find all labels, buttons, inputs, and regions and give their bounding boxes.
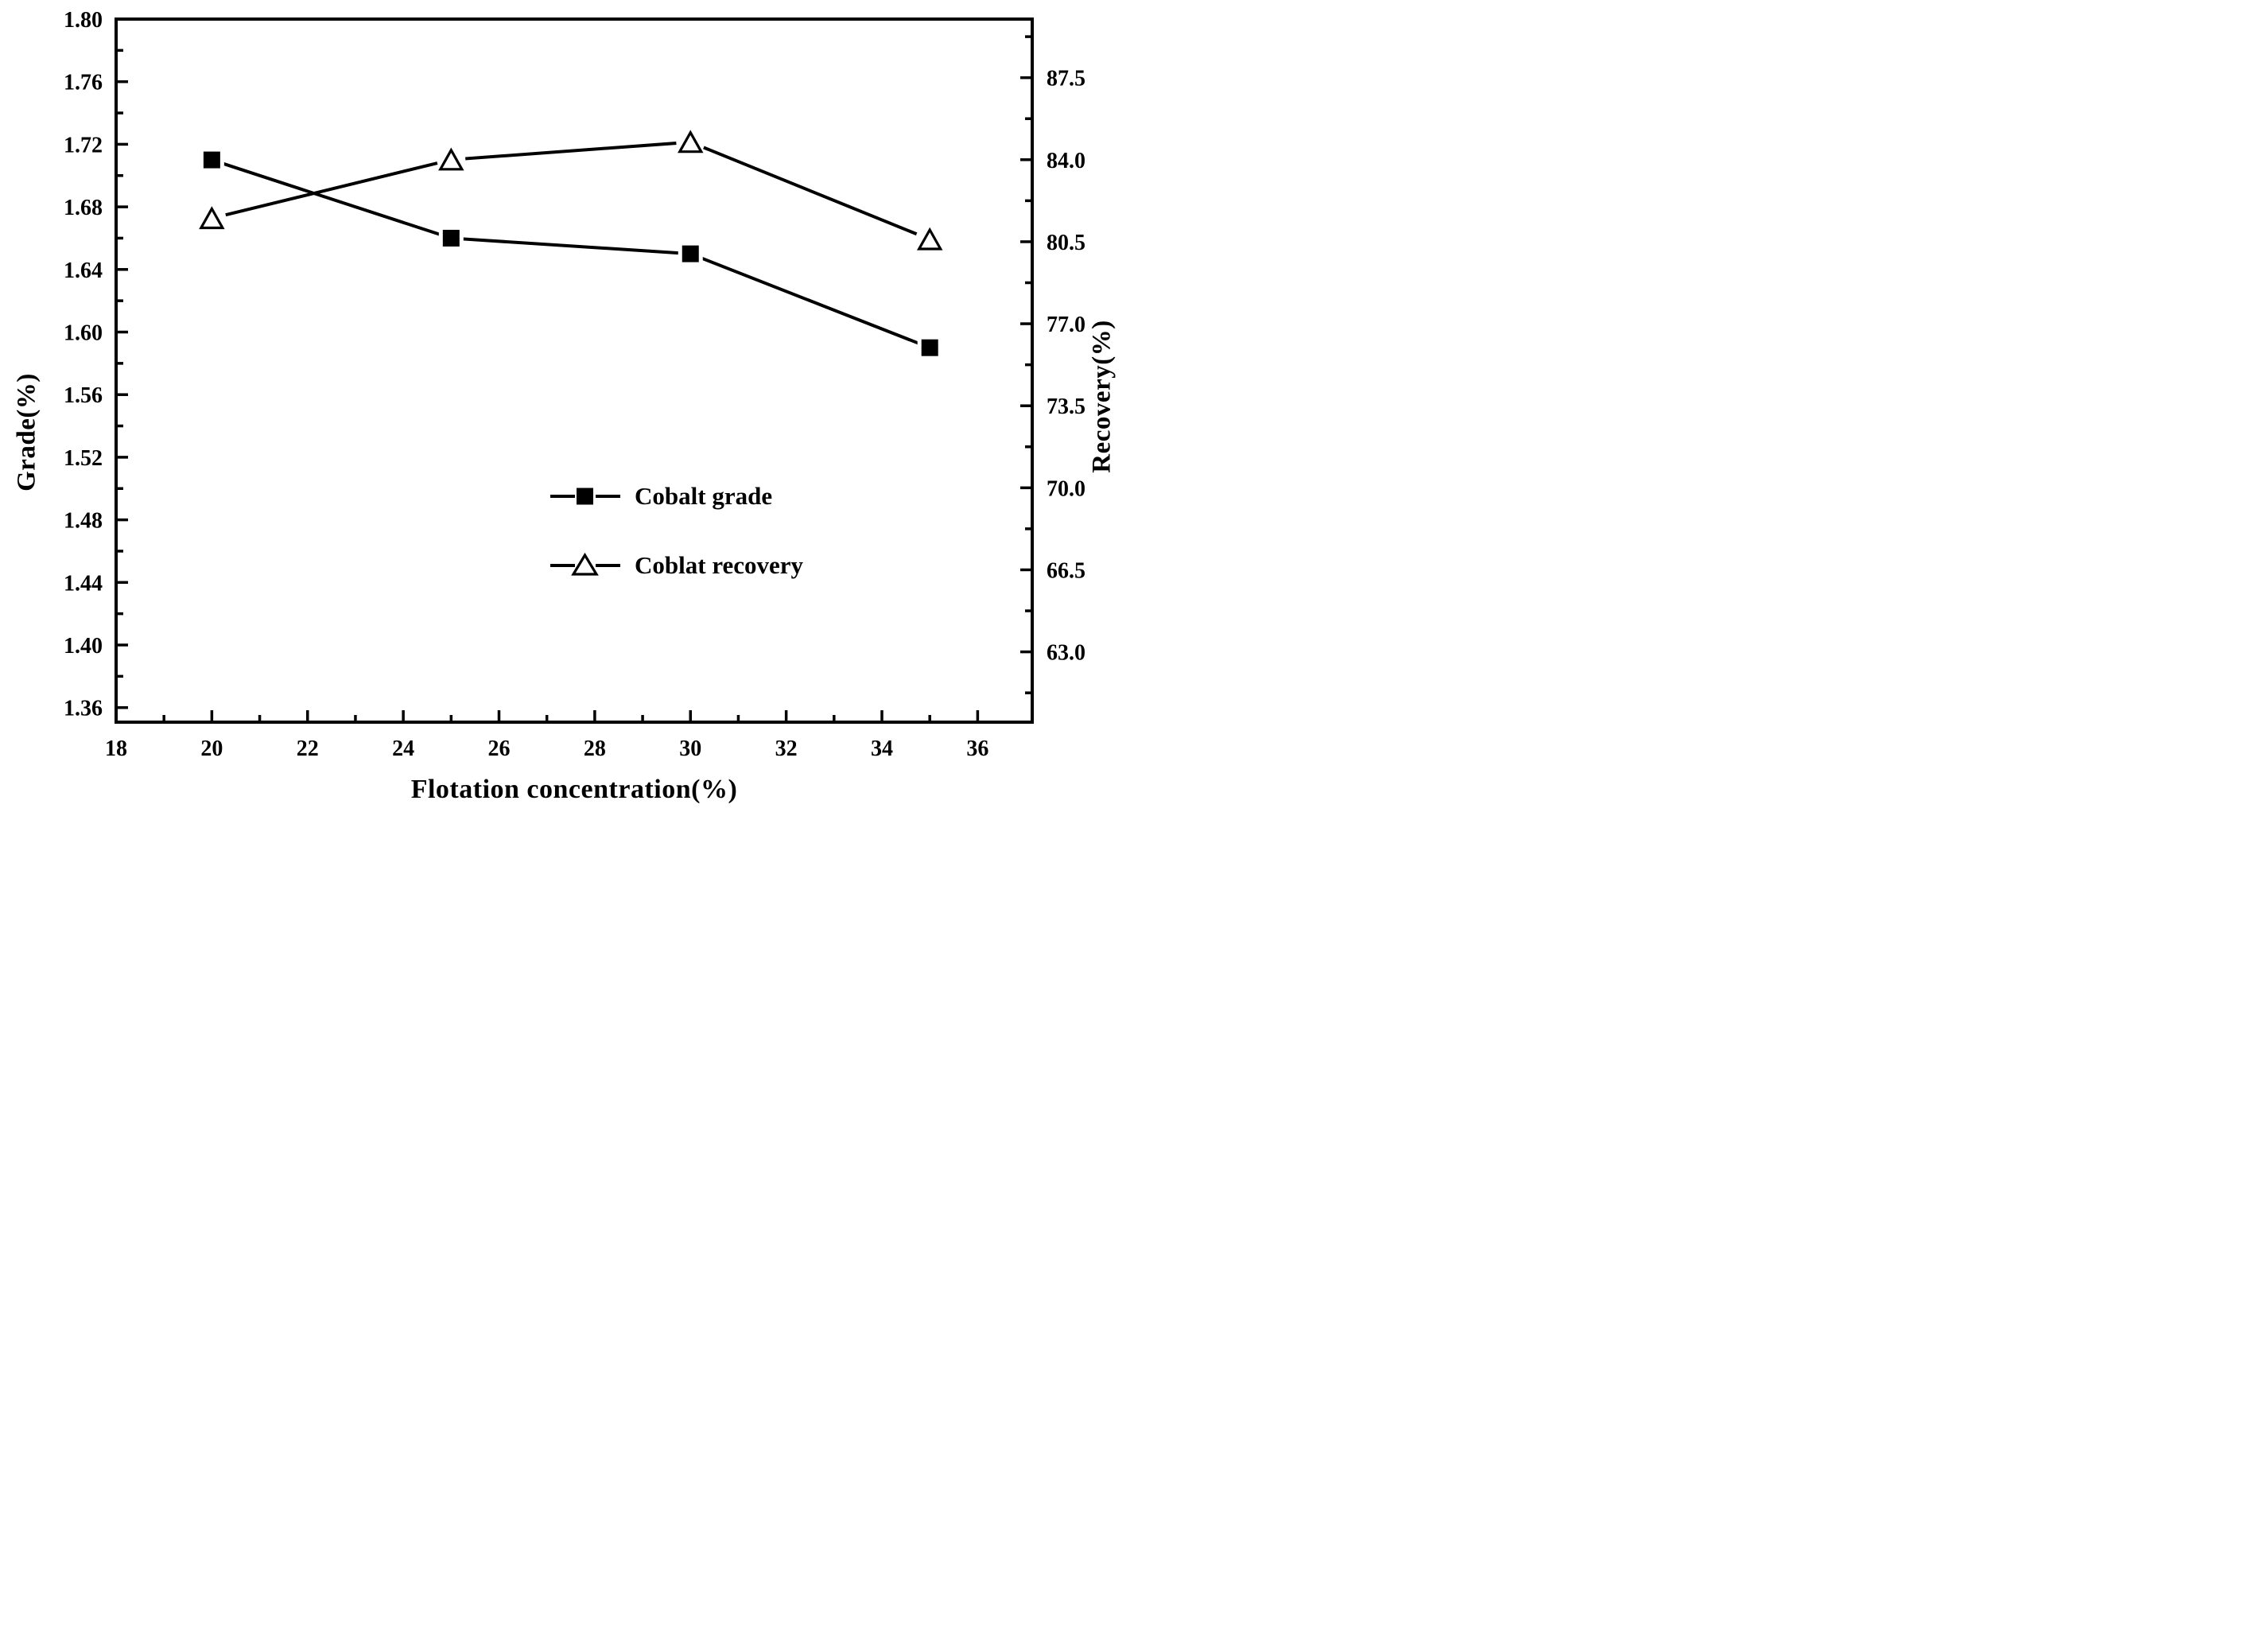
series-line-grade xyxy=(211,158,930,350)
y-left-tick-label: 1.36 xyxy=(64,697,103,721)
x-tick-label: 26 xyxy=(488,736,511,761)
triangle-marker xyxy=(678,130,704,153)
y-right-tick-label: 66.5 xyxy=(1047,558,1085,583)
y-left-tick-label: 1.60 xyxy=(64,321,103,346)
x-tick-label: 20 xyxy=(200,736,223,761)
legend-label: Cobalt grade xyxy=(635,482,773,510)
y-left-tick-label: 1.68 xyxy=(64,196,103,220)
y-left-tick-label: 1.80 xyxy=(64,8,103,33)
x-tick-label: 30 xyxy=(679,736,701,761)
y-right-tick-label: 84.0 xyxy=(1047,149,1085,173)
x-tick-label: 22 xyxy=(297,736,319,761)
x-tick-label: 32 xyxy=(775,736,798,761)
y-left-tick-label: 1.48 xyxy=(64,509,103,534)
series-line-recovery xyxy=(211,140,930,241)
y-left-tick-label: 1.40 xyxy=(64,634,103,659)
legend-entry-grade: Cobalt grade xyxy=(550,479,803,514)
square-marker xyxy=(682,245,699,262)
legend-entry-recovery: Coblat recovery xyxy=(550,548,803,583)
x-tick-label: 36 xyxy=(966,736,988,761)
y-right-tick-label: 70.0 xyxy=(1047,476,1085,501)
y-left-tick-label: 1.72 xyxy=(64,133,103,157)
y-right-tick-label: 77.0 xyxy=(1047,313,1085,337)
y-left-tick-label: 1.76 xyxy=(64,71,103,95)
y-left-tick-label: 1.56 xyxy=(64,383,103,408)
triangle-marker xyxy=(916,227,943,251)
y-axis-title-right: Recovery(%) xyxy=(1087,320,1117,473)
plot-border xyxy=(115,17,1034,724)
y-left-tick-label: 1.64 xyxy=(64,258,103,283)
open-triangle-line-icon xyxy=(550,552,620,576)
y-right-tick-label: 63.0 xyxy=(1047,641,1085,666)
y-left-tick-label: 1.44 xyxy=(64,571,103,596)
y-right-tick-label: 73.5 xyxy=(1047,394,1085,419)
x-tick-label: 34 xyxy=(871,736,893,761)
chart-figure: 18 20 22 24 26 28 30 32 34 36 1.36 1.40 1.44 1.48 1.52… xyxy=(0,0,1134,816)
x-tick-label: 18 xyxy=(105,736,127,761)
x-tick-label: 28 xyxy=(584,736,606,761)
square-marker xyxy=(442,229,460,247)
triangle-marker xyxy=(438,147,464,171)
square-marker xyxy=(921,339,938,356)
legend-label: Coblat recovery xyxy=(635,551,804,579)
square-marker xyxy=(203,151,220,169)
x-tick-label: 24 xyxy=(392,736,414,761)
triangle-marker xyxy=(199,206,225,230)
x-axis-title: Flotation concentration(%) xyxy=(410,775,738,804)
line-chart: 18 20 22 24 26 28 30 32 34 36 1.36 1.40 1.44 1.48 1.52… xyxy=(64,8,1085,761)
filled-square-line-icon xyxy=(550,488,620,505)
y-right-tick-label: 87.5 xyxy=(1047,67,1085,91)
y-axis-title-left: Grade(%) xyxy=(12,373,41,492)
y-right-tick-label: 80.5 xyxy=(1047,231,1085,255)
legend: Cobalt grade Coblat recovery xyxy=(550,479,803,583)
y-left-tick-label: 1.52 xyxy=(64,446,103,471)
